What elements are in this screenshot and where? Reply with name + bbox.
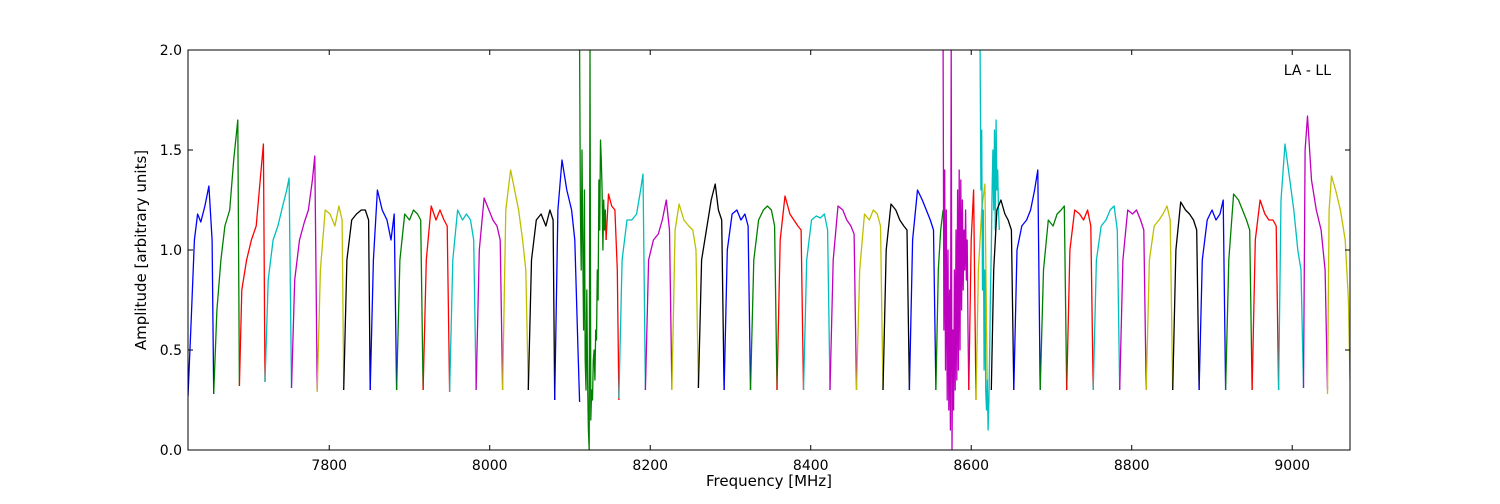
series-line-11: [448, 209, 477, 393]
series-line-6: [316, 205, 345, 393]
series-line-9: [395, 209, 424, 391]
series-line-19: [644, 199, 673, 391]
series-line-16: [578, 50, 607, 450]
y-axis-label: Amplitude [arbitrary units]: [132, 150, 150, 350]
series-line-12: [475, 197, 504, 391]
series-line-47: [1302, 115, 1329, 391]
series-line-3: [238, 143, 266, 387]
x-tick-label: 8000: [472, 458, 508, 474]
series-line-29: [908, 189, 937, 391]
x-tick-label: 8600: [953, 458, 989, 474]
series-line-30: [935, 209, 944, 391]
series-line-32: [968, 189, 977, 401]
y-tick-label: 1.0: [160, 243, 182, 259]
series-line-13: [501, 169, 529, 391]
series-line-1: [188, 185, 215, 397]
x-axis-label: Frequency [MHz]: [706, 472, 832, 490]
series-line-15: [554, 159, 581, 403]
series-line-27: [855, 209, 884, 391]
x-tick-label: 8200: [632, 458, 668, 474]
series-line-25: [802, 213, 831, 391]
series-line-14: [527, 209, 556, 401]
series-line-4: [264, 177, 293, 389]
series-line-37: [1039, 205, 1068, 391]
series-line-48: [1326, 175, 1350, 395]
series-line-2: [213, 119, 241, 395]
y-axis-ticks: 0.0 0.5 1.0 1.5 2.0: [160, 43, 1350, 459]
series-line-28: [882, 203, 911, 391]
series-line-45: [1251, 199, 1280, 391]
series-line-36: [1013, 169, 1041, 391]
series-line-24: [776, 195, 805, 391]
series-line-18: [618, 173, 647, 399]
series-line-42: [1172, 201, 1200, 391]
series-line-40: [1119, 209, 1147, 391]
series-line-17: [605, 193, 620, 401]
series-line-35: [990, 199, 1015, 391]
series-line-44: [1224, 193, 1253, 391]
series-line-5: [290, 155, 318, 391]
x-tick-label: 9000: [1274, 458, 1310, 474]
series-line-38: [1066, 209, 1094, 391]
series-line-34: [979, 50, 1000, 431]
x-tick-label: 8400: [793, 458, 829, 474]
series-line-46: [1277, 143, 1305, 391]
series-line-21: [697, 183, 725, 391]
series-line-31: [942, 50, 970, 450]
series-layer: [188, 50, 1350, 450]
y-tick-label: 0.0: [160, 443, 182, 459]
y-tick-label: 0.5: [160, 343, 182, 359]
series-line-39: [1092, 205, 1121, 391]
x-tick-label: 8800: [1114, 458, 1150, 474]
series-line-22: [723, 209, 752, 391]
series-line-23: [749, 205, 778, 391]
x-axis-ticks: 7800 8000 8200 8400 8600 8800 9000: [311, 50, 1310, 474]
y-tick-label: 1.5: [160, 143, 182, 159]
chart-annotation: LA - LL: [1284, 63, 1331, 79]
series-line-20: [671, 203, 700, 391]
series-line-43: [1198, 199, 1227, 391]
series-line-7: [343, 209, 371, 391]
x-tick-label: 7800: [311, 458, 347, 474]
y-tick-label: 2.0: [160, 43, 182, 59]
series-line-8: [369, 189, 398, 391]
series-line-10: [422, 205, 451, 393]
series-line-26: [829, 205, 858, 391]
series-line-41: [1145, 205, 1174, 391]
